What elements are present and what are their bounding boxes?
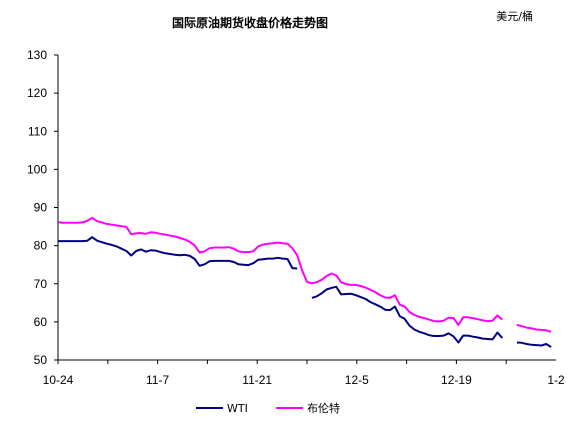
y-tick-label: 120 xyxy=(27,86,47,100)
x-tick-label: 12-19 xyxy=(441,373,472,387)
axes: 50 60 70 80 90 100 110 120 130 10-24 11-7 11-21 12-5… xyxy=(27,48,565,387)
x-tick-label: 11-21 xyxy=(242,373,272,387)
x-tick-label: 1-2 xyxy=(547,373,565,387)
legend: WTI 布伦特 xyxy=(196,401,340,415)
series-lines xyxy=(57,216,552,348)
y-tick-label: 60 xyxy=(34,315,48,329)
chart-title: 国际原油期货收盘价格走势图 xyxy=(171,16,328,30)
legend-label-brent: 布伦特 xyxy=(307,401,340,415)
y-tick-label: 100 xyxy=(27,162,47,176)
legend-label-wti: WTI xyxy=(227,402,248,415)
unit-label: 美元/桶 xyxy=(496,10,533,23)
y-tick-label: 90 xyxy=(34,201,48,215)
y-tick-label: 80 xyxy=(34,239,48,253)
series-line-brent xyxy=(57,216,552,333)
y-tick-label: 50 xyxy=(34,353,48,367)
y-tick-label: 130 xyxy=(27,48,47,62)
y-tick-label: 110 xyxy=(28,124,47,138)
x-tick-label: 12-5 xyxy=(345,373,369,387)
x-tick-label: 11-7 xyxy=(146,373,169,387)
y-tick-label: 70 xyxy=(34,277,48,291)
series-line-wti xyxy=(58,236,552,348)
x-tick-label: 10-24 xyxy=(43,373,74,387)
